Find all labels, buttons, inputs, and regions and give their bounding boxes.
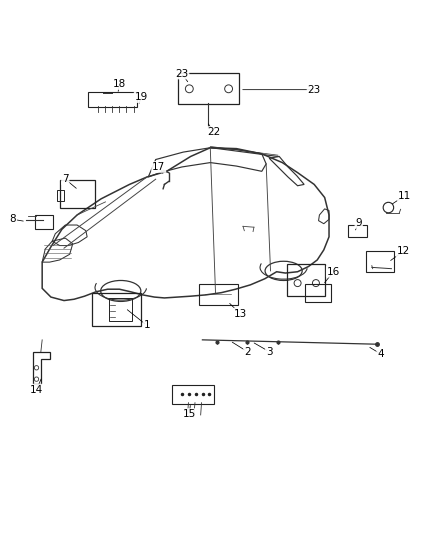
Text: 4: 4	[377, 349, 384, 359]
Text: 2: 2	[244, 346, 251, 357]
Text: 16: 16	[327, 266, 340, 277]
Text: 12: 12	[397, 246, 410, 256]
Text: 23: 23	[307, 85, 321, 95]
Text: 14: 14	[30, 385, 43, 394]
Text: 7: 7	[62, 174, 69, 184]
Text: 19: 19	[134, 92, 148, 102]
Text: 17: 17	[152, 162, 166, 172]
Text: 13: 13	[233, 309, 247, 319]
Text: 22: 22	[207, 127, 220, 137]
Text: 15: 15	[183, 409, 196, 419]
Text: 11: 11	[398, 191, 411, 201]
Text: 1: 1	[144, 320, 150, 330]
Text: 3: 3	[266, 346, 272, 357]
Text: 9: 9	[355, 218, 362, 228]
Text: 23: 23	[175, 69, 188, 78]
Text: 18: 18	[113, 79, 126, 89]
Text: 8: 8	[10, 214, 16, 224]
